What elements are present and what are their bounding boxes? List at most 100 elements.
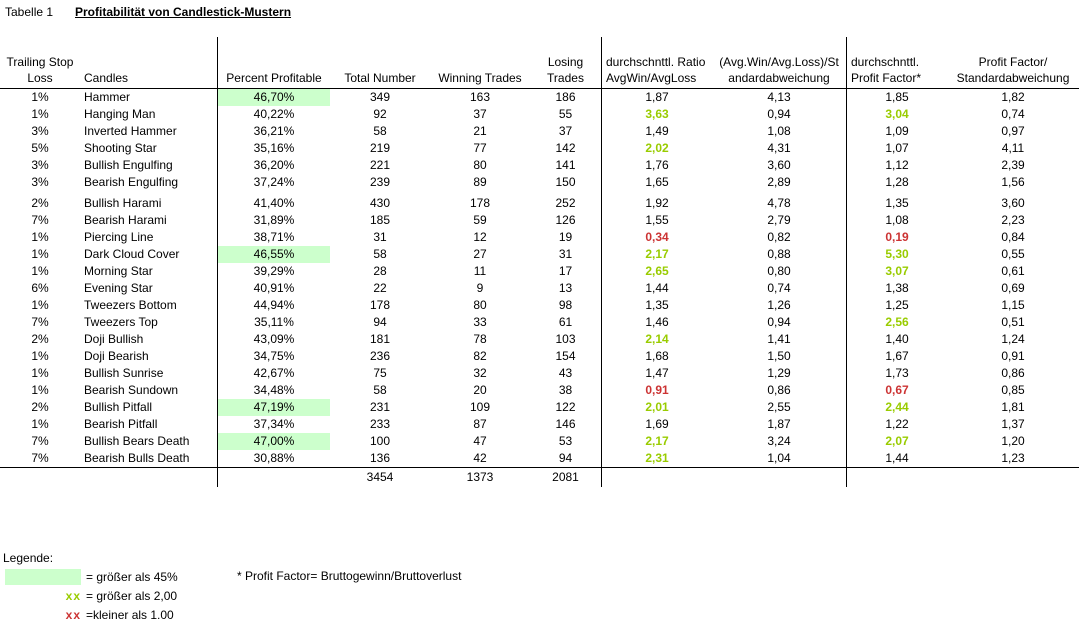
table-row: 1% Bearish Sundown 34,48% 58 20 38 0,91 …: [0, 382, 1079, 399]
candle-name-cell: Evening Star: [80, 280, 218, 297]
profit-factor-stddev-cell: 2,39: [1001, 158, 1025, 172]
table-row: 3% Inverted Hammer 36,21% 58 21 37 1,49 …: [0, 123, 1079, 140]
total-number-cell: 219: [369, 141, 391, 155]
losing-trades-cell: 186: [530, 89, 602, 106]
total-number-cell: 181: [369, 332, 391, 346]
profit-factor-stddev-cell: 1,82: [1001, 90, 1025, 104]
percent-profitable-cell: 43,09%: [253, 332, 295, 346]
profit-factor-cell: 3,04: [885, 107, 909, 121]
winning-trades-cell: 32: [473, 366, 487, 380]
percent-profitable-cell: 35,11%: [254, 315, 294, 329]
profit-factor-stddev-cell: 0,84: [1001, 230, 1025, 244]
column-header-avg-ratio: durchschnttl. Ratio AvgWin/AvgLoss: [606, 55, 706, 85]
legend-label: = größer als 2,00: [86, 588, 178, 603]
ratio-stddev-cell: 0,94: [712, 314, 847, 331]
table-row: 3% Bearish Engulfing 37,24% 239 89 150 1…: [0, 174, 1079, 191]
total-number-cell: 58: [373, 383, 387, 397]
profit-factor-stddev-cell: 1,24: [1001, 332, 1025, 346]
ratio-stddev-cell: 1,26: [712, 297, 847, 314]
legend-label: = größer als 45%: [86, 569, 178, 584]
candle-name-cell: Bullish Sunrise: [80, 365, 218, 382]
trailing-stop-loss-cell: 1%: [31, 298, 49, 312]
ratio-stddev-cell: 0,74: [712, 280, 847, 297]
losing-trades-cell: 17: [530, 263, 602, 280]
ratio-stddev-cell: 0,94: [712, 106, 847, 123]
percent-profitable-cell: 31,89%: [253, 213, 295, 227]
trailing-stop-loss-cell: 1%: [31, 107, 49, 121]
trailing-stop-loss-cell: 3%: [31, 175, 49, 189]
total-number-cell: 92: [373, 107, 387, 121]
trailing-stop-loss-cell: 1%: [31, 247, 49, 261]
winning-trades-cell: 9: [476, 281, 484, 295]
profit-factor-stddev-cell: 0,97: [1001, 124, 1025, 138]
ratio-stddev-cell: 2,89: [712, 174, 847, 191]
candle-name-cell: Piercing Line: [80, 229, 218, 246]
table-row: 1% Bearish Pitfall 37,34% 233 87 146 1,6…: [0, 416, 1079, 433]
table-row: 7% Bearish Harami 31,89% 185 59 126 1,55…: [0, 212, 1079, 229]
percent-profitable-cell: 44,94%: [253, 298, 295, 312]
ratio-stddev-cell: 3,24: [712, 433, 847, 450]
percent-profitable-cell: 37,34%: [253, 417, 295, 431]
table-row: 1% Dark Cloud Cover 46,55% 58 27 31 2,17…: [0, 246, 1079, 263]
trailing-stop-loss-cell: 1%: [31, 366, 49, 380]
losing-trades-cell: 38: [530, 382, 602, 399]
candle-name-cell: Bearish Sundown: [80, 382, 218, 399]
candle-name-cell: Bearish Harami: [80, 212, 218, 229]
profit-factor-cell: 3,07: [885, 264, 909, 278]
total-number-cell: 185: [369, 213, 391, 227]
total-number-cell: 349: [369, 90, 391, 104]
winning-trades-cell: 163: [469, 90, 491, 104]
table-row: 6% Evening Star 40,91% 22 9 13 1,44 0,74…: [0, 280, 1079, 297]
candle-name-cell: Bearish Bulls Death: [80, 450, 218, 467]
losing-trades-cell: 122: [530, 399, 602, 416]
ratio-stddev-cell: 1,50: [712, 348, 847, 365]
trailing-stop-loss-cell: 1%: [31, 264, 49, 278]
trailing-stop-loss-cell: 7%: [31, 451, 49, 465]
percent-profitable-cell: 47,19%: [218, 399, 330, 416]
table-row: 2% Bullish Harami 41,40% 430 178 252 1,9…: [0, 195, 1079, 212]
total-number-cell: 231: [369, 400, 391, 414]
table-row: 7% Tweezers Top 35,11% 94 33 61 1,46 0,9…: [0, 314, 1079, 331]
avg-ratio-cell: 2,14: [645, 332, 669, 346]
table-row: 1% Hammer 46,70% 349 163 186 1,87 4,13 1…: [0, 89, 1079, 106]
candle-name-cell: Inverted Hammer: [80, 123, 218, 140]
avg-ratio-cell: 1,69: [645, 417, 669, 431]
winning-trades-cell: 47: [473, 434, 487, 448]
winning-trades-cell: 80: [473, 298, 487, 312]
profit-factor-stddev-cell: 0,86: [1001, 366, 1025, 380]
winning-trades-cell: 33: [473, 315, 487, 329]
winning-trades-cell: 21: [473, 124, 487, 138]
trailing-stop-loss-cell: 3%: [31, 158, 49, 172]
losing-trades-cell: 146: [530, 416, 602, 433]
percent-profitable-cell: 39,29%: [253, 264, 295, 278]
profit-factor-cell: 1,73: [885, 366, 909, 380]
profit-factor-cell: 1,85: [885, 90, 909, 104]
losing-trades-cell: 142: [530, 140, 602, 157]
profit-factor-cell: 5,30: [885, 247, 909, 261]
good-value-marker: xx: [65, 588, 81, 603]
column-header-profit-factor: durchschnttl. Profit Factor*: [851, 55, 922, 85]
table-row: 1% Piercing Line 38,71% 31 12 19 0,34 0,…: [0, 229, 1079, 246]
avg-ratio-cell: 1,87: [645, 90, 669, 104]
winning-trades-cell: 12: [473, 230, 487, 244]
percent-profitable-cell: 37,24%: [253, 175, 295, 189]
winning-trades-cell: 42: [473, 451, 487, 465]
column-header-total-number: Total Number: [344, 71, 416, 85]
legend: Legende: = größer als 45% xx = größer al…: [3, 551, 178, 619]
percent-profitable-cell: 38,71%: [253, 230, 295, 244]
avg-ratio-cell: 1,68: [645, 349, 669, 363]
profit-factor-cell: 1,08: [885, 213, 909, 227]
total-number-cell: 94: [373, 315, 387, 329]
losing-trades-cell: [530, 191, 602, 195]
total-number-cell: 75: [373, 366, 387, 380]
winning-trades-cell: 82: [473, 349, 487, 363]
total-number-cell: 136: [369, 451, 391, 465]
profit-factor-stddev-cell: 1,15: [1001, 298, 1025, 312]
ratio-stddev-cell: 0,80: [712, 263, 847, 280]
profit-factor-stddev-cell: 0,91: [1001, 349, 1025, 363]
avg-ratio-cell: 1,65: [645, 175, 669, 189]
candle-name-cell: Bullish Engulfing: [80, 157, 218, 174]
table-row: 7% Bullish Bears Death 47,00% 100 47 53 …: [0, 433, 1079, 450]
avg-ratio-cell: 1,46: [645, 315, 669, 329]
profit-factor-stddev-cell: 1,23: [1001, 451, 1025, 465]
